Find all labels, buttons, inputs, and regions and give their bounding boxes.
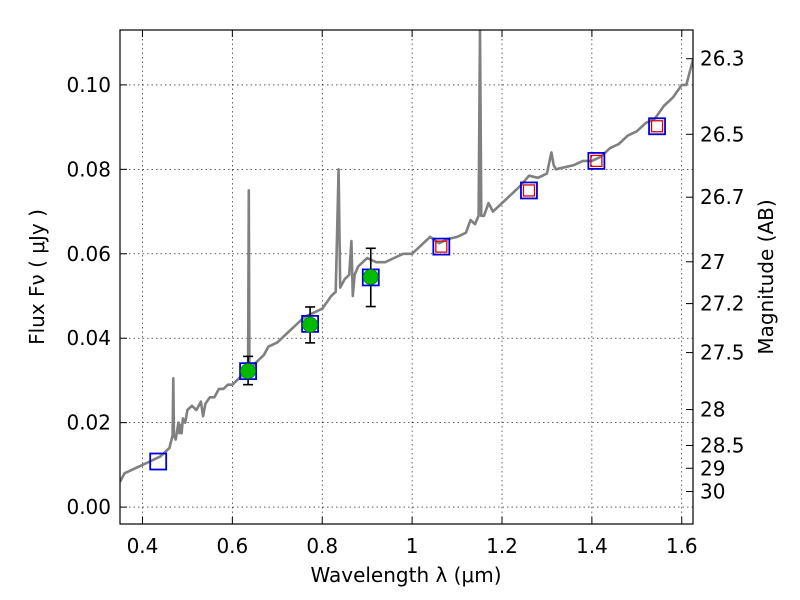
model-photometry-square [587,151,606,170]
y2-tick-label: 27.5 [700,341,745,365]
model-photometry-square [149,452,168,471]
model-photometry-square [239,362,257,381]
inner-marker-square [590,154,603,168]
x-axis-label: Wavelength λ (μm) [310,563,501,587]
x-tick-label: 0.4 [127,534,159,558]
model-photometry-square [432,237,451,256]
model-photometry-square [520,181,538,200]
y-axis-label: Flux Fν ( μJy ) [25,209,49,345]
spectrum-layer [120,30,693,483]
y2-tick-label: 27.2 [700,292,745,316]
y-tick-label: 0.02 [66,411,111,435]
x-tick-label: 1 [406,534,419,558]
x-tick-label: 0.6 [216,534,248,558]
model-spectrum-line [120,30,693,483]
y2-tick-label: 26.5 [700,122,745,146]
y2-tick-label: 29 [700,456,725,480]
y-tick-label: 0.06 [66,242,111,266]
y2-tick-label: 26.3 [700,47,745,71]
observed-point [362,269,379,285]
points-layer [149,117,666,471]
y2-tick-label: 28.5 [700,433,745,457]
x-tick-label: 0.8 [306,534,338,558]
x-tick-label: 1.4 [576,534,608,558]
observed-point [240,363,256,380]
y-tick-label: 0.10 [66,73,111,97]
model-photometry-square [648,117,666,136]
tick-labels: 0.4 0.6 0.8 1 1.2 1.4 1.6 0.00 0.02 0.04 0.06 0.08 0… [66,47,744,558]
y-tick-label: 0.00 [66,495,111,519]
y2-tick-label: 28 [700,398,725,422]
inner-marker-square [522,184,536,197]
y-tick-label: 0.08 [66,157,111,181]
y2-tick-label: 27 [700,250,725,274]
y2-axis-label: Magnitude (AB) [754,199,778,354]
y2-tick-label: 26.7 [700,185,745,209]
plot-frame [119,29,694,525]
observed-point [302,316,319,333]
inner-marker-square [435,240,448,253]
x-tick-label: 1.2 [486,534,518,558]
ticks-layer [120,30,693,524]
y2-tick-label: 30 [700,479,725,503]
inner-marker-square [650,120,664,133]
y-tick-label: 0.04 [66,326,111,350]
x-tick-label: 1.6 [666,534,698,558]
